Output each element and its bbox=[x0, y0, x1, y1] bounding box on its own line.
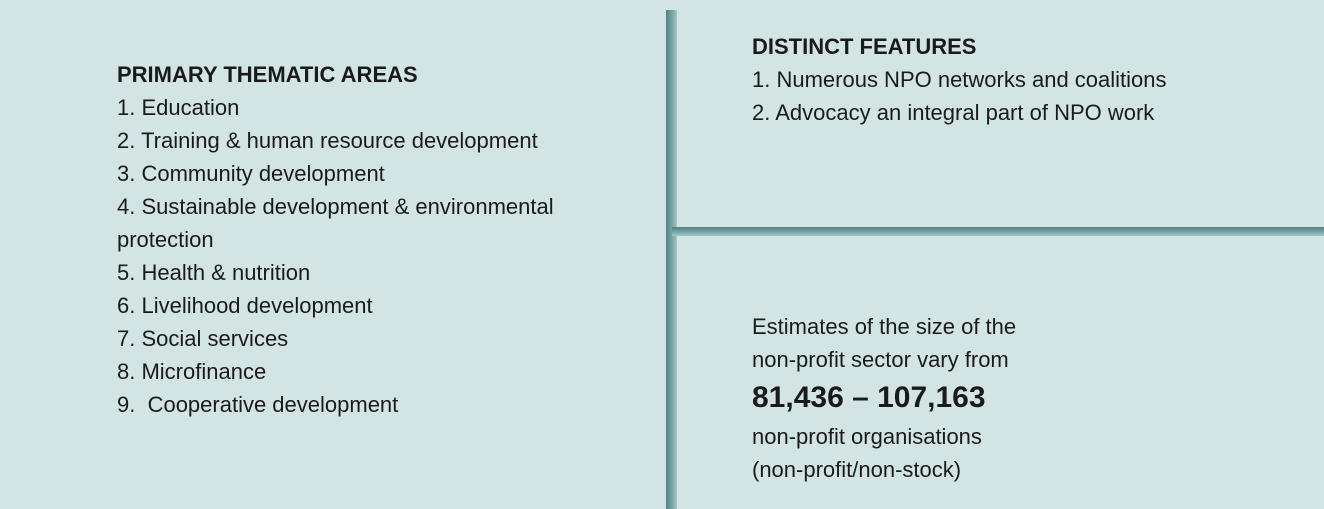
sector-estimate: Estimates of the size of the non-profit … bbox=[752, 310, 1322, 486]
list-item: 2. Training & human resource development bbox=[117, 128, 538, 153]
horizontal-divider bbox=[672, 227, 1324, 236]
list-item: 5. Health & nutrition bbox=[117, 260, 311, 285]
text-line: non-profit organisations bbox=[752, 424, 982, 449]
text-line: Estimates of the size of the bbox=[752, 314, 1017, 339]
list-item: 3. Community development bbox=[117, 161, 385, 186]
thematic-areas: PRIMARY THEMATIC AREAS 1. Education 2. Tr… bbox=[117, 58, 652, 421]
text-line: non-profit sector vary from bbox=[752, 347, 1009, 372]
list-item: 9. Cooperative development bbox=[117, 392, 399, 417]
section-title: PRIMARY THEMATIC AREAS bbox=[117, 62, 418, 87]
list-item: 1. Numerous NPO networks and coalitions bbox=[752, 67, 1167, 92]
text-line: (non-profit/non-stock) bbox=[752, 457, 962, 482]
section-title: DISTINCT FEATURES bbox=[752, 34, 977, 59]
distinct-features: DISTINCT FEATURES 1. Numerous NPO networ… bbox=[752, 30, 1322, 129]
list-item: 6. Livelihood development bbox=[117, 293, 373, 318]
list-item: 1. Education bbox=[117, 95, 240, 120]
list-item: 2. Advocacy an integral part of NPO work bbox=[752, 100, 1155, 125]
list-item: 7. Social services bbox=[117, 326, 289, 351]
vertical-divider bbox=[666, 10, 677, 509]
estimate-range: 81,436 – 107,163 bbox=[752, 381, 986, 414]
list-item: 8. Microfinance bbox=[117, 359, 267, 384]
list-item: 4. Sustainable development & environment… bbox=[117, 194, 560, 252]
